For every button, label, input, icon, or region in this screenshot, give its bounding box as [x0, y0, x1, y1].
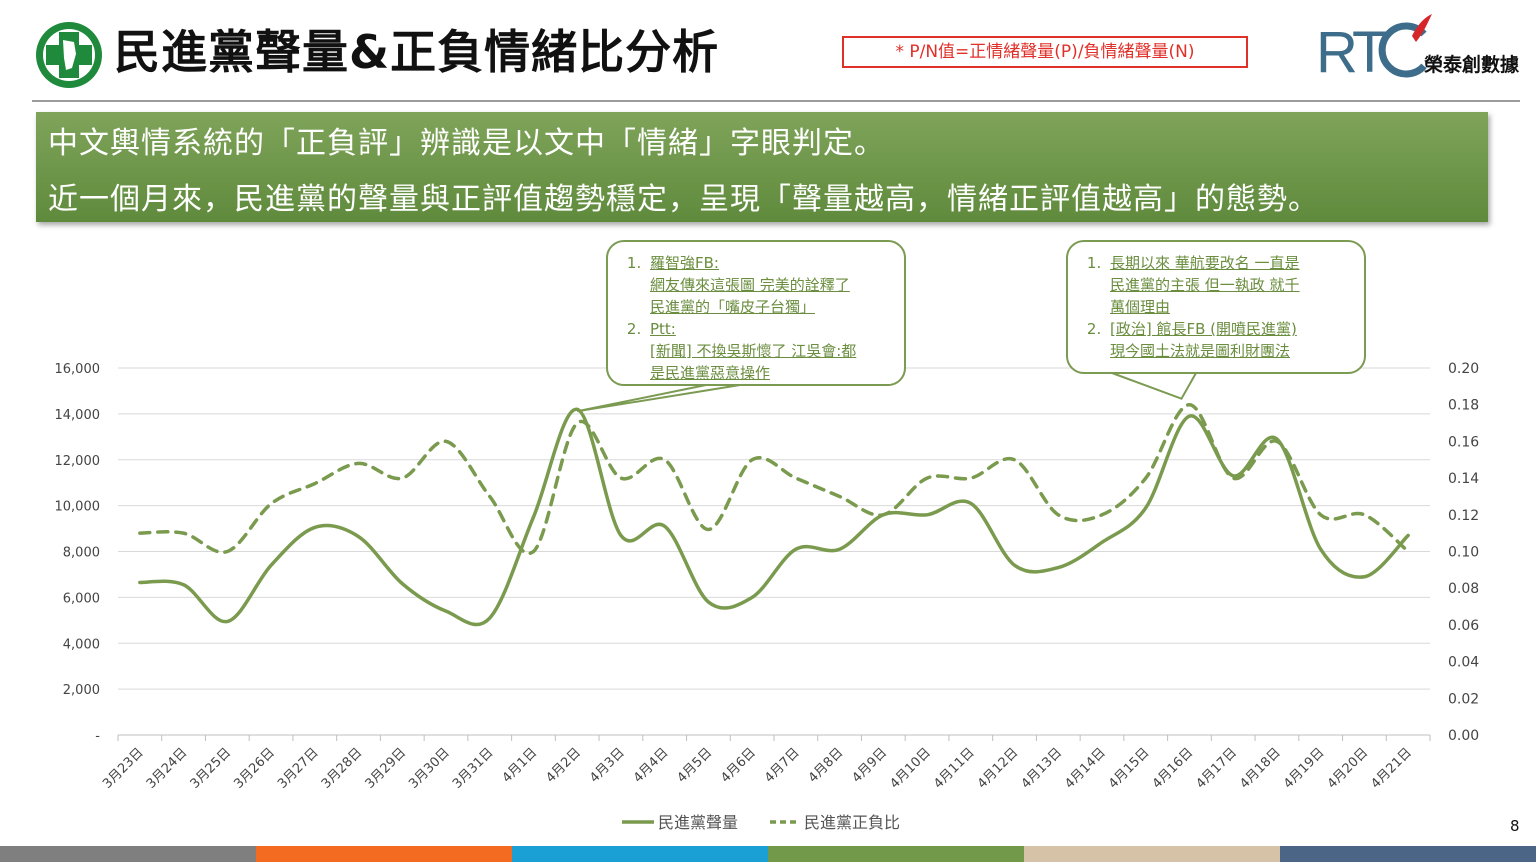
x-tick-label: 4月7日 — [762, 745, 803, 786]
callout-item: 羅智強FB: 網友傳來這張圖 完美的詮釋了 民進黨的「嘴皮子台獨」 — [646, 252, 892, 318]
y-right-tick-label: 0.12 — [1448, 508, 1479, 524]
data-point — [400, 476, 404, 480]
x-tick-label: 4月12日 — [975, 745, 1022, 792]
header-divider — [32, 100, 1520, 102]
callout-text: 羅智強FB: — [650, 254, 719, 272]
y-right-tick-label: 0.02 — [1448, 691, 1479, 707]
callout-item: Ptt: [新聞] 不換吳斯懷了 江吳會:都 是民進黨惡意操作 — [646, 318, 892, 384]
y-right-tick-label: 0.04 — [1448, 655, 1479, 671]
rtc-logo: R T — [1316, 14, 1432, 85]
callout-pointer — [577, 384, 741, 413]
x-tick-label: 4月20日 — [1325, 745, 1372, 792]
callout-text: 長期以來 華航要改名 一直是 — [1110, 254, 1300, 272]
x-tick-label: 4月1日 — [500, 745, 541, 786]
footer-segment — [1024, 846, 1280, 862]
x-tick-label: 4月4日 — [631, 745, 672, 786]
y-right-tick-label: 0.18 — [1448, 398, 1479, 414]
x-tick-label: 4月3日 — [587, 745, 628, 786]
series-line-sentiment-ratio — [138, 402, 1410, 556]
x-tick-label: 4月17日 — [1193, 745, 1240, 792]
x-tick-label: 4月8日 — [806, 745, 847, 786]
svg-text:R: R — [1316, 20, 1358, 85]
y-right-tick-label: 0.16 — [1448, 434, 1479, 450]
x-tick-label: 4月16日 — [1150, 745, 1197, 792]
x-tick-label: 3月23日 — [100, 745, 147, 792]
summary-box: 中文輿情系統的「正負評」辨識是以文中「情緒」字眼判定。 近一個月來，民進黨的聲量… — [36, 112, 1488, 222]
legend-label: 民進黨聲量 — [658, 813, 738, 832]
y-right-tick-label: 0.10 — [1448, 545, 1479, 561]
callout-item: 長期以來 華航要改名 一直是 民進黨的主張 但一執政 就千 萬個理由 — [1106, 252, 1352, 318]
callout-item: [政治] 館長FB (開噴民進黨) 現今國土法就是圖利財團法 — [1106, 318, 1352, 362]
summary-line-2: 近一個月來，民進黨的聲量與正評值趨勢穩定，呈現「聲量越高，情緒正評值越高」的態勢… — [48, 182, 1319, 217]
data-point — [575, 421, 579, 425]
callout-text: [新聞] 不換吳斯懷了 江吳會:都 — [650, 342, 857, 360]
callout-apr16: 長期以來 華航要改名 一直是 民進黨的主張 但一執政 就千 萬個理由 [政治] … — [1066, 240, 1366, 374]
footer-segment — [1280, 846, 1536, 862]
y-right-tick-label: 0.20 — [1448, 361, 1479, 377]
footer-segment — [0, 846, 256, 862]
callout-pointer — [1111, 372, 1197, 400]
series-line-volume — [138, 407, 1410, 627]
x-tick-label: 4月19日 — [1281, 745, 1328, 792]
y-left-tick-label: - — [95, 729, 100, 744]
footer-segment — [512, 846, 768, 862]
x-tick-label: 3月25日 — [188, 745, 235, 792]
callout-text: [政治] 館長FB (開噴民進黨) — [1110, 320, 1297, 338]
x-tick-label: 4月10日 — [887, 745, 934, 792]
footer-segment — [768, 846, 1024, 862]
footer-color-bar — [0, 846, 1536, 862]
x-tick-label: 4月15日 — [1106, 745, 1153, 792]
y-right-tick-label: 0.00 — [1448, 728, 1479, 744]
x-tick-label: 3月26日 — [231, 745, 278, 792]
callout-apr2: 羅智強FB: 網友傳來這張圖 完美的詮釋了 民進黨的「嘴皮子台獨」 Ptt: [… — [606, 240, 906, 386]
x-tick-label: 4月2日 — [543, 745, 584, 786]
y-left-tick-label: 2,000 — [63, 683, 100, 698]
x-tick-label: 4月21日 — [1368, 745, 1415, 792]
pn-definition-note: * P/N值=正情緒聲量(P)/負情緒聲量(N) — [842, 36, 1248, 68]
y-right-tick-label: 0.14 — [1448, 471, 1479, 487]
callout-text: 民進黨的主張 但一執政 就千 — [1110, 276, 1300, 294]
y-left-tick-label: 6,000 — [63, 591, 100, 606]
x-tick-label: 4月13日 — [1019, 745, 1066, 792]
x-tick-label: 4月6日 — [718, 745, 759, 786]
callout-text: Ptt: — [650, 320, 676, 338]
y-left-tick-label: 14,000 — [55, 408, 101, 423]
callout-text: 民進黨的「嘴皮子台獨」 — [650, 298, 816, 316]
x-tick-label: 3月24日 — [144, 745, 191, 792]
x-tick-label: 4月11日 — [931, 745, 978, 792]
summary-line-1: 中文輿情系統的「正負評」辨識是以文中「情緒」字眼判定。 — [48, 126, 885, 161]
x-tick-label: 3月31日 — [450, 745, 497, 792]
y-left-tick-label: 4,000 — [63, 637, 100, 652]
dpp-party-logo — [36, 22, 102, 88]
y-left-tick-label: 16,000 — [55, 362, 101, 377]
page-title: 民進黨聲量&正負情緒比分析 — [114, 25, 720, 79]
brand-name: 榮泰創數據 — [1424, 54, 1520, 76]
y-right-tick-label: 0.08 — [1448, 581, 1479, 597]
y-left-tick-label: 10,000 — [55, 500, 101, 515]
callout-text: 網友傳來這張圖 完美的詮釋了 — [650, 276, 850, 294]
dpp-volume-sentiment-chart: - 2,000 4,000 6,000 8,000 10,000 12,000 14,000 1… — [55, 361, 1480, 832]
x-tick-label: 3月29日 — [363, 745, 410, 792]
x-tick-label: 3月28日 — [319, 745, 366, 792]
y-left-tick-label: 8,000 — [63, 546, 100, 561]
x-tick-label: 4月14日 — [1062, 745, 1109, 792]
x-tick-label: 4月9日 — [849, 745, 890, 786]
callout-text: 萬個理由 — [1110, 298, 1171, 316]
legend-label: 民進黨正負比 — [804, 813, 900, 832]
y-right-tick-label: 0.06 — [1448, 618, 1479, 634]
x-tick-label: 4月18日 — [1237, 745, 1284, 792]
page-number: 8 — [1510, 817, 1520, 835]
x-tick-label: 4月5日 — [675, 745, 716, 786]
footer-segment — [256, 846, 512, 862]
callout-text: 現今國土法就是圖利財團法 — [1110, 342, 1291, 360]
x-tick-label: 3月27日 — [275, 745, 322, 792]
callout-text: 是民進黨惡意操作 — [650, 364, 771, 382]
y-left-tick-label: 12,000 — [55, 454, 101, 469]
x-tick-label: 3月30日 — [406, 745, 453, 792]
